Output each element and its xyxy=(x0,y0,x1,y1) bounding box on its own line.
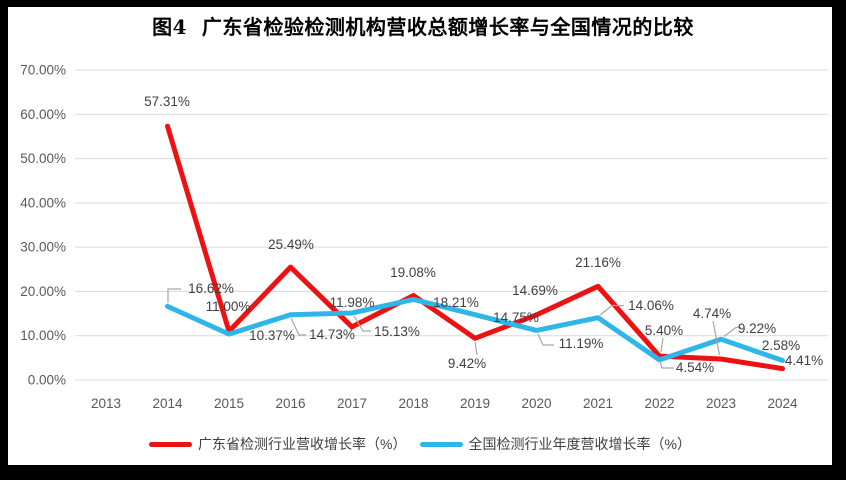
x-axis-tick-label: 2021 xyxy=(583,396,613,411)
x-axis-tick-label: 2013 xyxy=(91,396,121,411)
data-label-guangdong-2023: 4.74% xyxy=(693,306,731,321)
data-label-national-2020: 11.19% xyxy=(559,336,604,351)
data-label-guangdong-2016: 25.49% xyxy=(268,237,314,252)
x-axis-tick-label: 2017 xyxy=(337,396,367,411)
data-label-guangdong-2021: 21.16% xyxy=(575,255,621,270)
y-axis-tick-label: 10.00% xyxy=(20,328,66,343)
x-axis-tick-label: 2024 xyxy=(767,396,798,411)
legend-label-national: 全国检测行业年度营收增长率（%） xyxy=(468,436,691,452)
label-leader-line xyxy=(167,288,181,303)
data-label-national-2014: 16.62% xyxy=(188,281,234,296)
data-label-national-2017: 15.13% xyxy=(374,324,420,339)
data-label-guangdong-2017: 11.98% xyxy=(330,295,375,310)
label-leader-line xyxy=(723,326,741,337)
data-label-guangdong-2015: 11.00% xyxy=(206,299,251,314)
data-label-guangdong-2022: 5.40% xyxy=(645,323,683,338)
data-label-guangdong-2019: 9.42% xyxy=(448,356,486,371)
x-axis-tick-label: 2023 xyxy=(706,396,736,411)
label-leader-line xyxy=(474,341,478,356)
blue-line-swatch-icon xyxy=(419,441,463,447)
label-leader-line xyxy=(659,360,674,369)
legend-label-guangdong: 广东省检测行业营收增长率（%） xyxy=(198,436,407,452)
data-label-national-2021: 14.06% xyxy=(628,298,674,313)
legend-item-national: 全国检测行业年度营收增长率（%） xyxy=(419,434,691,454)
y-axis-tick-label: 30.00% xyxy=(20,240,66,255)
data-label-national-2018: 18.21% xyxy=(433,295,479,310)
chart-title: 图4 广东省检验检测机构营收总额增长率与全国情况的比较 xyxy=(152,15,694,39)
data-label-national-2019: 14.75% xyxy=(493,310,539,325)
data-label-national-2022: 4.54% xyxy=(676,360,714,375)
y-axis-tick-label: 20.00% xyxy=(20,284,66,299)
y-axis-tick-label: 70.00% xyxy=(20,63,66,78)
data-label-guangdong-2018: 19.08% xyxy=(390,265,436,280)
y-axis-tick-label: 40.00% xyxy=(20,195,66,210)
data-label-guangdong-2014: 57.31% xyxy=(144,94,190,109)
data-label-guangdong-2024: 2.58% xyxy=(762,338,800,353)
data-label-national-2015: 10.37% xyxy=(249,328,295,343)
y-axis-tick-label: 0.00% xyxy=(28,373,66,388)
series-line-national xyxy=(165,296,785,363)
data-label-national-2016: 14.73% xyxy=(309,327,355,342)
y-axis-tick-label: 50.00% xyxy=(20,151,66,166)
data-label-guangdong-2020: 14.69% xyxy=(512,283,558,298)
data-label-national-2024: 4.41% xyxy=(785,353,823,368)
x-axis-tick-label: 2018 xyxy=(398,396,428,411)
label-leader-line xyxy=(660,337,664,353)
red-line-swatch-icon xyxy=(149,441,193,447)
x-axis-tick-label: 2020 xyxy=(521,396,551,411)
x-axis-tick-label: 2014 xyxy=(152,396,183,411)
y-axis-tick-label: 60.00% xyxy=(20,107,66,122)
x-axis-tick-label: 2022 xyxy=(644,396,674,411)
legend-item-guangdong: 广东省检测行业营收增长率（%） xyxy=(149,434,407,454)
x-axis-tick-label: 2016 xyxy=(275,396,305,411)
x-axis-tick-label: 2019 xyxy=(460,396,490,411)
chart-canvas xyxy=(8,7,832,465)
x-axis-tick-label: 2015 xyxy=(214,396,244,411)
label-leader-line xyxy=(599,304,624,316)
label-leader-line xyxy=(712,320,721,356)
data-label-national-2023: 9.22% xyxy=(738,321,776,336)
label-leader-line xyxy=(537,333,554,346)
label-leader-line xyxy=(290,317,306,336)
legend: 广东省检测行业营收增长率（%） 全国检测行业年度营收增长率（%） xyxy=(8,435,832,453)
series-line-guangdong xyxy=(165,123,785,372)
label-leader-line xyxy=(353,315,371,332)
